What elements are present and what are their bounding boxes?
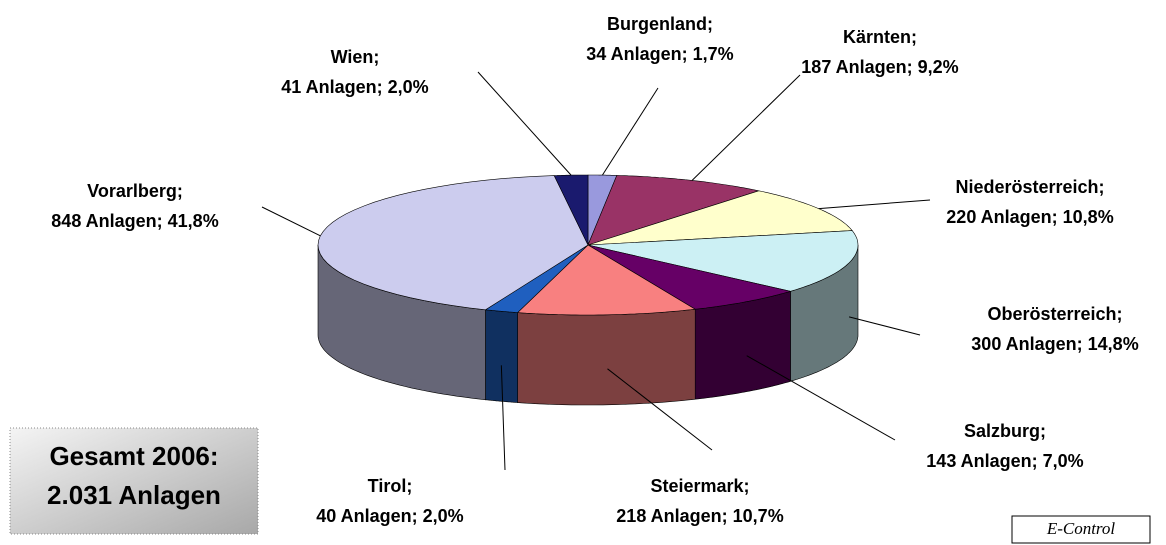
slice-category: Salzburg; (964, 421, 1046, 441)
slice-label: 218 Anlagen; 10,7% (616, 506, 783, 526)
leader-line (601, 87, 659, 176)
slice-label: 40 Anlagen; 2,0% (316, 506, 463, 526)
leader-line (607, 368, 713, 451)
slice-category: Oberösterreich; (987, 304, 1122, 324)
slice-category: Niederösterreich; (955, 177, 1104, 197)
slice-label: 220 Anlagen; 10,8% (946, 207, 1113, 227)
leader-line (261, 206, 321, 237)
leader-line (691, 74, 801, 181)
leader-line (818, 199, 931, 210)
source-box (1011, 515, 1151, 544)
pie-slice (587, 230, 859, 292)
leader-line (500, 365, 506, 471)
slice-label: 143 Anlagen; 7,0% (926, 451, 1083, 471)
pie-side (485, 309, 518, 403)
slice-label: 187 Anlagen; 9,2% (801, 57, 958, 77)
total-box (9, 427, 259, 535)
pie-slice (484, 244, 589, 313)
total-line: Gesamt 2006: (49, 441, 218, 471)
total-line: 2.031 Anlagen (47, 480, 221, 510)
leader-line (848, 316, 921, 336)
pie-side (517, 308, 696, 406)
slice-category: Kärnten; (843, 27, 917, 47)
slice-category: Tirol; (368, 476, 413, 496)
slice-category: Steiermark; (650, 476, 749, 496)
source: E-Control (1046, 519, 1116, 538)
pie-slice (587, 244, 792, 310)
slice-label: 34 Anlagen; 1,7% (586, 44, 733, 64)
leader-line (746, 355, 896, 441)
slice-label: 300 Anlagen; 14,8% (971, 334, 1138, 354)
slice-category: Wien; (331, 47, 380, 67)
slice-category: Vorarlberg; (87, 181, 183, 201)
slice-label: 41 Anlagen; 2,0% (281, 77, 428, 97)
slice-label: 848 Anlagen; 41,8% (51, 211, 218, 231)
leader-line (477, 71, 572, 176)
slice-category: Burgenland; (607, 14, 713, 34)
pie-slice (516, 244, 697, 316)
